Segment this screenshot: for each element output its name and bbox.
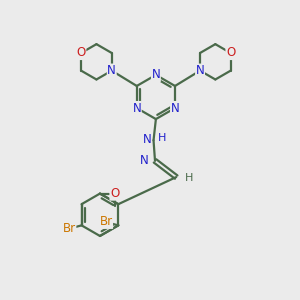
Text: Br: Br <box>63 222 76 236</box>
Text: N: N <box>152 68 160 81</box>
Text: O: O <box>76 46 86 59</box>
Text: N: N <box>171 101 179 115</box>
Text: N: N <box>132 101 141 115</box>
Text: N: N <box>107 64 116 77</box>
Text: Br: Br <box>99 215 112 228</box>
Text: N: N <box>142 133 151 146</box>
Text: N: N <box>140 154 148 167</box>
Text: N: N <box>196 64 204 77</box>
Text: H: H <box>158 133 166 143</box>
Text: O: O <box>226 46 235 59</box>
Text: O: O <box>110 187 119 200</box>
Text: H: H <box>184 173 193 183</box>
